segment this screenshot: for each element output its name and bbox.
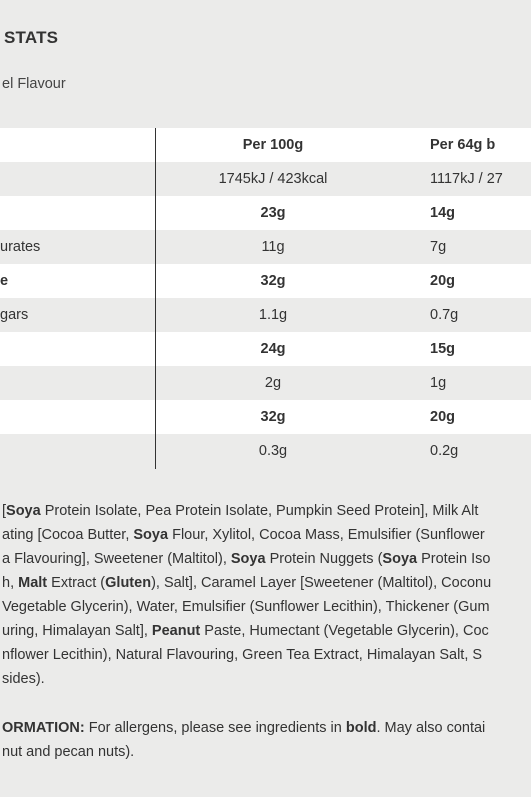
table-row: 32g 20g xyxy=(0,400,531,434)
table-row: 24g 15g xyxy=(0,332,531,366)
value-per-serving: 20g xyxy=(430,409,455,425)
text-segment: Protein Nuggets ( xyxy=(265,551,383,567)
text-segment: For allergens, please see ingredients in xyxy=(84,720,346,736)
column-header-per-serving: Per 64g b xyxy=(430,137,496,153)
table-row: urates 11g 7g xyxy=(0,230,531,264)
bold-text-segment: Soya xyxy=(382,551,418,567)
table-row: e 32g 20g xyxy=(0,264,531,298)
text-segment: h, xyxy=(2,575,19,591)
value-per-serving: 0.7g xyxy=(430,307,459,323)
bold-text-segment: ORMATION: xyxy=(2,720,85,736)
value-per-serving: 14g xyxy=(430,205,455,221)
bold-text-segment: Soya xyxy=(230,551,266,567)
text-segment: . May also contai xyxy=(376,720,486,736)
ingredients-line: Vegetable Glycerin), Water, Emulsifier (… xyxy=(2,595,531,619)
ingredients-line: h, Malt Extract (Gluten), Salt], Caramel… xyxy=(2,571,531,595)
ingredients-line: [Soya Protein Isolate, Pea Protein Isola… xyxy=(2,499,531,523)
table-row: gars 1.1g 0.7g xyxy=(0,298,531,332)
value-per-100g: 2g xyxy=(264,375,282,391)
table-divider xyxy=(155,128,156,469)
bold-text-segment: Soya xyxy=(6,503,41,519)
allergy-line: ORMATION: For allergens, please see ingr… xyxy=(2,716,531,740)
value-per-100g: 0.3g xyxy=(258,443,288,459)
value-per-100g: 32g xyxy=(260,409,286,425)
text-segment: Protein Iso xyxy=(417,551,491,567)
energy-per-serving: 1117kJ / 27 xyxy=(430,171,503,187)
value-per-100g: 32g xyxy=(260,273,286,289)
ingredients-text: [Soya Protein Isolate, Pea Protein Isola… xyxy=(2,499,531,691)
value-per-100g: 1.1g xyxy=(258,307,288,323)
section-title: STATS xyxy=(4,28,59,47)
text-segment: Vegetable Glycerin), Water, Emulsifier (… xyxy=(2,599,490,615)
bold-text-segment: bold xyxy=(345,720,377,736)
column-header-per-100g: Per 100g xyxy=(242,137,304,153)
allergy-line: nut and pecan nuts). xyxy=(2,740,531,764)
ingredients-line: ating [Cocoa Butter, Soya Flour, Xylitol… xyxy=(2,523,531,547)
text-segment: nflower Lecithin), Natural Flavouring, G… xyxy=(2,647,483,663)
bold-text-segment: Gluten xyxy=(105,575,152,591)
nutrient-rows: 23g 14g urates 11g 7g e 32g 20g gars 1.1g 0.7g 24g 1… xyxy=(0,196,531,468)
value-per-serving: 20g xyxy=(430,273,455,289)
nutrient-label: gars xyxy=(0,307,29,323)
table-header-row: Per 100g Per 64g b xyxy=(0,128,531,162)
bold-text-segment: Soya xyxy=(133,527,169,543)
text-segment: a Flavouring], Sweetener (Maltitol), xyxy=(2,551,231,567)
text-segment: ), Salt], Caramel Layer [Sweetener (Malt… xyxy=(151,575,492,591)
bold-text-segment: Malt xyxy=(18,575,48,591)
text-segment: ating [Cocoa Butter, xyxy=(2,527,134,543)
ingredients-line: uring, Himalayan Salt], Peanut Paste, Hu… xyxy=(2,619,531,643)
ingredients-line: nflower Lecithin), Natural Flavouring, G… xyxy=(2,643,531,667)
value-per-serving: 7g xyxy=(430,239,447,255)
text-segment: Paste, Humectant (Vegetable Glycerin), C… xyxy=(200,623,489,639)
value-per-serving: 1g xyxy=(430,375,447,391)
table-row: 0.3g 0.2g xyxy=(0,434,531,468)
flavour-subtitle: el Flavour xyxy=(2,76,66,92)
text-segment: nut and pecan nuts). xyxy=(2,744,135,760)
nutrient-label: urates xyxy=(0,239,41,255)
ingredients-line: a Flavouring], Sweetener (Maltitol), Soy… xyxy=(2,547,531,571)
table-row: 2g 1g xyxy=(0,366,531,400)
value-per-100g: 11g xyxy=(261,239,285,255)
bold-text-segment: Peanut xyxy=(151,623,201,639)
text-segment: [ xyxy=(2,503,7,519)
text-segment: uring, Himalayan Salt], xyxy=(2,623,152,639)
nutrition-table: Per 100g Per 64g b 1745kJ / 423kcal 1117… xyxy=(0,128,531,468)
text-segment: Protein Isolate, Pea Protein Isolate, Pu… xyxy=(40,503,479,519)
text-segment: Extract ( xyxy=(47,575,106,591)
nutrient-label: e xyxy=(0,273,9,289)
energy-per-100g: 1745kJ / 423kcal xyxy=(218,171,328,187)
value-per-serving: 0.2g xyxy=(430,443,459,459)
text-segment: sides). xyxy=(2,671,45,687)
ingredients-line: sides). xyxy=(2,667,531,691)
energy-row: 1745kJ / 423kcal 1117kJ / 27 xyxy=(0,162,531,196)
text-segment: Flour, Xylitol, Cocoa Mass, Emulsifier (… xyxy=(168,527,485,543)
table-row: 23g 14g xyxy=(0,196,531,230)
value-per-serving: 15g xyxy=(430,341,455,357)
value-per-100g: 24g xyxy=(260,341,286,357)
value-per-100g: 23g xyxy=(260,205,286,221)
allergy-information: ORMATION: For allergens, please see ingr… xyxy=(2,716,531,764)
